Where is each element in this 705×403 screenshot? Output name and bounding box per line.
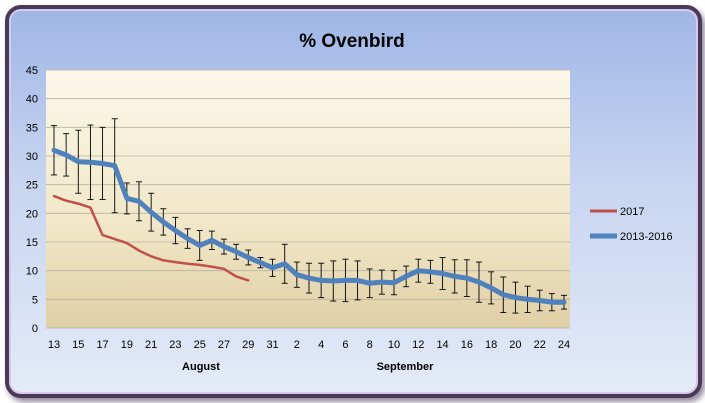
x-tick-label: 14 <box>436 339 448 351</box>
x-tick-label: 20 <box>509 339 521 351</box>
x-tick-label: 10 <box>388 339 400 351</box>
x-tick-label: 24 <box>558 339 570 351</box>
legend-label-2017: 2017 <box>620 206 644 218</box>
y-tick-label: 35 <box>26 122 38 134</box>
y-tick-label: 20 <box>26 208 38 220</box>
x-tick-label: 13 <box>48 339 60 351</box>
x-tick-label: 16 <box>461 339 473 351</box>
x-tick-label: 15 <box>72 339 84 351</box>
y-tick-label: 0 <box>32 323 38 335</box>
legend: 2017 2013-2016 <box>590 206 673 243</box>
x-tick-label: 8 <box>367 339 373 351</box>
x-tick-label: 21 <box>145 339 157 351</box>
x-tick-label: 18 <box>485 339 497 351</box>
x-tick-label: 17 <box>96 339 108 351</box>
x-tick-label: 27 <box>218 339 230 351</box>
y-tick-label: 15 <box>26 237 38 249</box>
y-tick-label: 10 <box>26 266 38 278</box>
x-tick-label: 31 <box>266 339 278 351</box>
month-label-september: September <box>377 361 435 373</box>
series-lines <box>51 147 567 305</box>
x-tick-label: 22 <box>534 339 546 351</box>
x-tick-label: 4 <box>318 339 324 351</box>
series-line-2013-2016 <box>51 147 567 305</box>
x-tick-label: 19 <box>121 339 133 351</box>
x-axis-ticks: 13 15 17 19 21 23 25 27 29 31 2 4 6 8 10 12 14 16 18 20 22 24 <box>48 339 570 351</box>
x-tick-label: 6 <box>342 339 348 351</box>
gridlines <box>46 69 570 329</box>
x-tick-label: 12 <box>412 339 424 351</box>
x-tick-label: 29 <box>242 339 254 351</box>
x-tick-label: 23 <box>169 339 181 351</box>
x-tick-label: 25 <box>194 339 206 351</box>
chart-title: % Ovenbird <box>299 31 405 52</box>
month-label-august: August <box>182 361 220 373</box>
y-tick-label: 25 <box>26 180 38 192</box>
series-line-2017 <box>52 194 250 282</box>
y-axis-ticks: 0 5 10 15 20 25 30 35 40 45 <box>26 65 38 335</box>
y-tick-label: 45 <box>26 65 38 77</box>
y-tick-label: 40 <box>26 94 38 106</box>
y-tick-label: 30 <box>26 151 38 163</box>
x-tick-label: 2 <box>294 339 300 351</box>
y-tick-label: 5 <box>32 294 38 306</box>
legend-label-2013-2016: 2013-2016 <box>620 231 673 243</box>
